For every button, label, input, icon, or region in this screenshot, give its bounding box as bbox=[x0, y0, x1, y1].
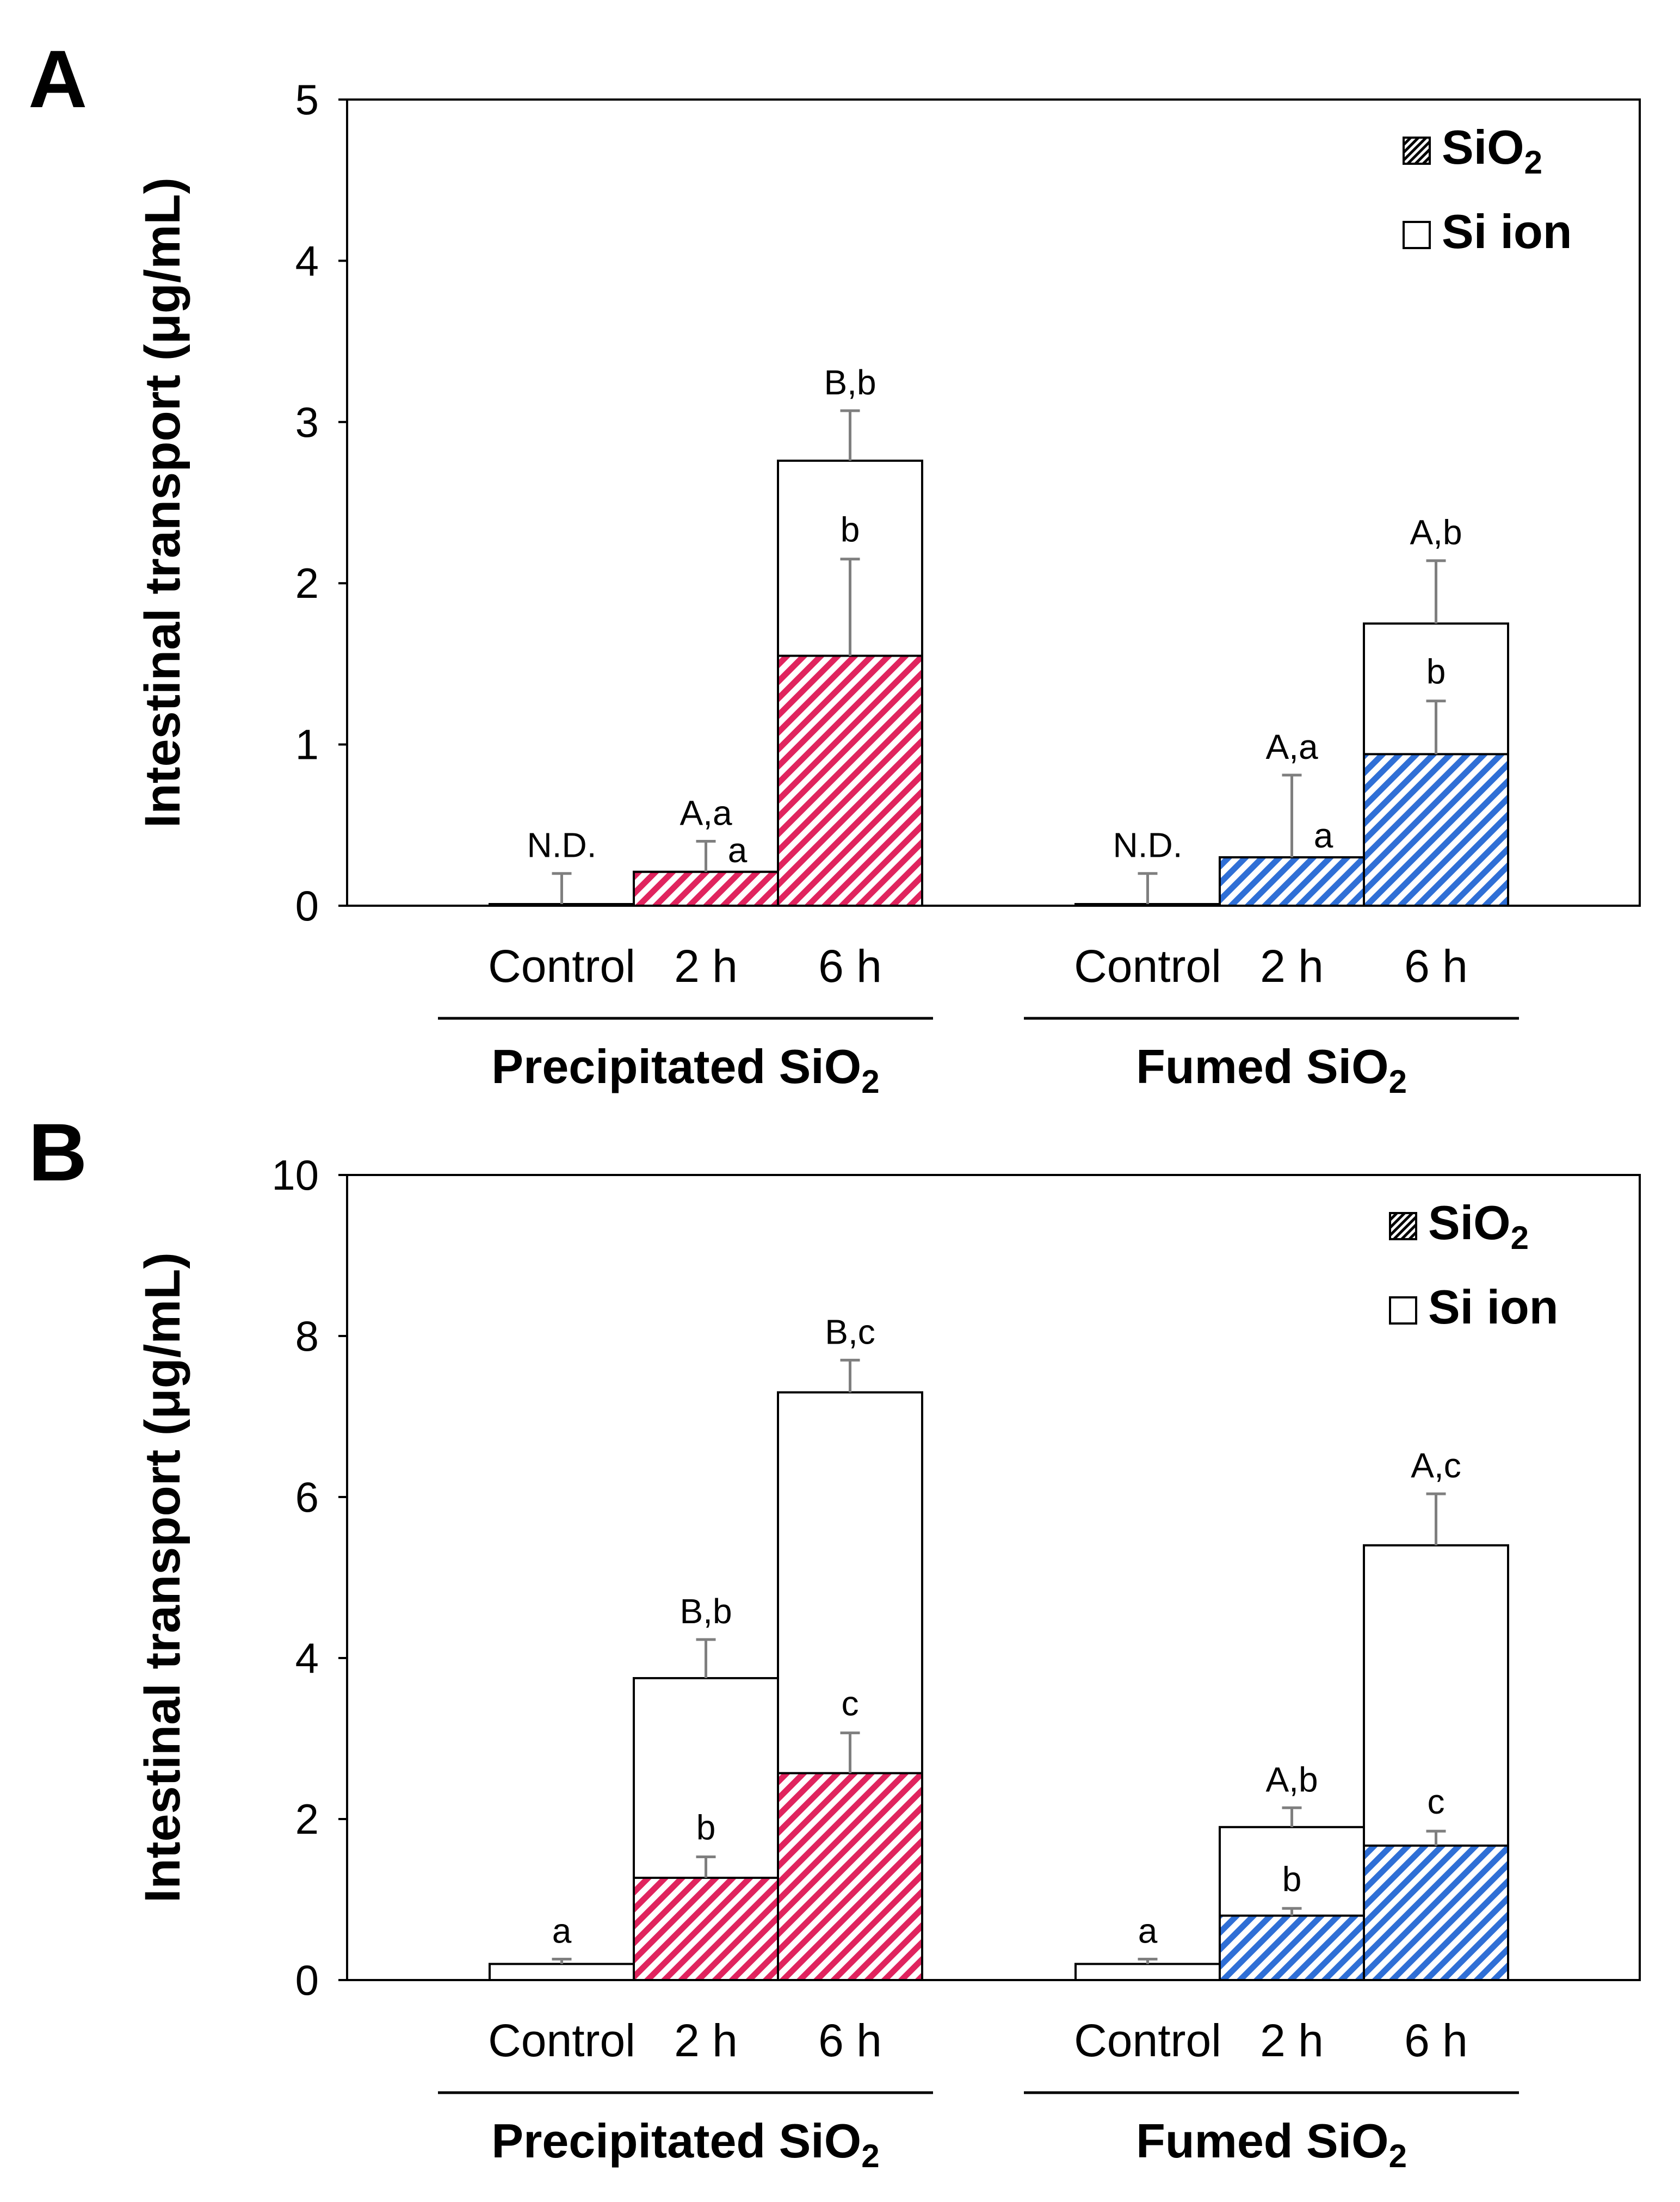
total-significance-label: N.D. bbox=[527, 826, 597, 865]
category-label: 2 h bbox=[1260, 941, 1324, 992]
group-fumed: N.D. Control A,a a 2 h A,b b 6 h Fumed SiO2 bbox=[1024, 513, 1519, 1100]
category-label: 2 h bbox=[1260, 2015, 1324, 2066]
category-label: 2 h bbox=[674, 941, 738, 992]
bar-sio2 bbox=[777, 654, 923, 907]
sio2-significance-label: c bbox=[842, 1684, 859, 1723]
bar-sio2 bbox=[633, 870, 779, 907]
sio2-significance-label: b bbox=[1282, 1859, 1302, 1898]
legend-swatch-open bbox=[1389, 1296, 1417, 1325]
legend-label: Si ion bbox=[1428, 1280, 1559, 1334]
category-label: 6 h bbox=[818, 941, 882, 992]
y-tick-label: 3 bbox=[295, 398, 319, 446]
category-label: Control bbox=[1074, 941, 1221, 992]
group-name: Precipitated SiO2 bbox=[491, 2114, 879, 2174]
y-tick-label: 0 bbox=[295, 1956, 319, 2004]
group-name: Fumed SiO2 bbox=[1136, 2114, 1407, 2174]
category-label: Control bbox=[1074, 2015, 1221, 2066]
sio2-significance-label: a bbox=[728, 831, 748, 870]
bar-sio2 bbox=[1363, 1844, 1509, 1982]
y-tick-label: 8 bbox=[295, 1312, 319, 1360]
legend-label: SiO2 bbox=[1442, 120, 1542, 181]
sio2-significance-label: a bbox=[1314, 816, 1333, 855]
group-fumed: a Control A,b b 2 h A,c c 6 h Fumed SiO2 bbox=[1024, 1446, 1519, 2174]
y-axis-label: Intestinal transport (μg/mL) bbox=[135, 1252, 190, 1903]
total-significance-label: B,c bbox=[825, 1312, 875, 1351]
panel-b: B 0 2 4 6 8 10 Intestinal transport (μg/mL) a Con… bbox=[28, 1106, 1641, 2174]
legend-swatch-hatched bbox=[1389, 1212, 1417, 1240]
y-tick-label: 5 bbox=[295, 76, 319, 123]
group-precipitated: a Control B,b b 2 h B,c c 6 h Precipitated SiO2 bbox=[438, 1312, 933, 2174]
total-significance-label: A,b bbox=[1265, 1760, 1318, 1799]
legend: SiO2 Si ion bbox=[1389, 1196, 1559, 1334]
panel-letter: A bbox=[28, 33, 87, 125]
y-tick-label: 10 bbox=[271, 1151, 319, 1199]
bar-sio2 bbox=[1219, 856, 1365, 907]
y-tick-label: 2 bbox=[295, 1795, 319, 1843]
plot-frame bbox=[346, 1174, 1641, 1981]
bar-sio2 bbox=[1074, 903, 1221, 907]
category-label: Control bbox=[488, 2015, 635, 2066]
category-label: 6 h bbox=[1404, 941, 1468, 992]
total-significance-label: B,b bbox=[824, 363, 876, 402]
bar-total bbox=[489, 1963, 635, 1981]
legend-label: SiO2 bbox=[1428, 1196, 1529, 1256]
y-tick-label: 0 bbox=[295, 882, 319, 930]
total-significance-label: A,a bbox=[680, 793, 732, 832]
panel-letter: B bbox=[28, 1106, 87, 1198]
total-significance-label: a bbox=[1138, 1912, 1158, 1951]
sio2-significance-label: b bbox=[696, 1808, 716, 1847]
total-significance-label: A,b bbox=[1410, 513, 1462, 552]
y-tick-label: 4 bbox=[295, 1634, 319, 1682]
y-tick-label: 1 bbox=[295, 721, 319, 769]
bar-sio2 bbox=[777, 1772, 923, 1981]
total-significance-label: A,c bbox=[1411, 1446, 1461, 1485]
y-tick-label: 2 bbox=[295, 559, 319, 607]
legend-swatch-open bbox=[1403, 221, 1431, 249]
y-tick-label: 6 bbox=[295, 1473, 319, 1521]
sio2-significance-label: b bbox=[1426, 652, 1446, 691]
total-significance-label: N.D. bbox=[1113, 826, 1183, 865]
legend-swatch-hatched bbox=[1403, 137, 1431, 165]
bar-sio2 bbox=[633, 1877, 779, 1982]
sio2-significance-label: b bbox=[841, 510, 860, 549]
legend-label: Si ion bbox=[1442, 205, 1572, 258]
y-tick-label: 4 bbox=[295, 237, 319, 284]
total-significance-label: A,a bbox=[1265, 727, 1318, 766]
category-label: 6 h bbox=[1404, 2015, 1468, 2066]
group-name: Precipitated SiO2 bbox=[491, 1040, 879, 1100]
total-significance-label: a bbox=[552, 1912, 572, 1951]
bar-total bbox=[1074, 1963, 1221, 1981]
legend: SiO2 Si ion bbox=[1403, 120, 1572, 258]
plot-frame bbox=[346, 98, 1641, 907]
sio2-significance-label: c bbox=[1428, 1782, 1445, 1821]
category-label: 6 h bbox=[818, 2015, 882, 2066]
bar-sio2 bbox=[1219, 1914, 1365, 1982]
group-precipitated: N.D. Control A,aa 2 h B,b b 6 h Precipitated Si… bbox=[438, 363, 933, 1100]
y-axis-label: Intestinal transport (μg/mL) bbox=[135, 177, 190, 828]
bar-sio2 bbox=[1363, 753, 1509, 907]
group-name: Fumed SiO2 bbox=[1136, 1040, 1407, 1100]
panel-a: A 0 1 2 3 4 5 Intestinal transport (μg/mL) N.D. C… bbox=[28, 33, 1641, 1100]
category-label: 2 h bbox=[674, 2015, 738, 2066]
category-label: Control bbox=[488, 941, 635, 992]
bar-sio2 bbox=[489, 903, 635, 907]
total-significance-label: B,b bbox=[680, 1592, 732, 1631]
